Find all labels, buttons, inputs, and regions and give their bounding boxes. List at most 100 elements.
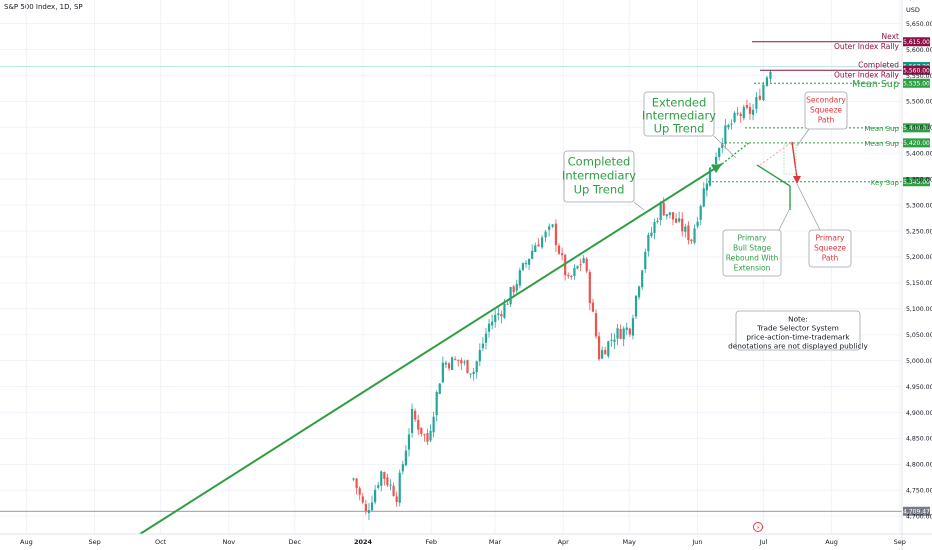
secondary-squeeze-line — [759, 141, 793, 166]
candle-body — [451, 357, 454, 371]
primary-squeeze-annotation-text: Squeeze — [814, 244, 846, 253]
candle-body — [693, 228, 696, 243]
candle-body — [681, 218, 684, 232]
candle-body — [668, 212, 671, 215]
candle-body — [497, 313, 500, 316]
candle-body — [745, 104, 748, 108]
x-tick-label: Jun — [691, 538, 702, 546]
y-tick-label: 4,750.00 — [906, 488, 932, 495]
candle-body — [641, 270, 644, 288]
y-tick-label: 5,700.00 — [906, 0, 932, 2]
y-tick-label: 4,800.00 — [906, 462, 932, 469]
primary-bull-annotation-box — [722, 229, 782, 277]
candle-body — [758, 95, 761, 100]
candle-body — [674, 218, 678, 223]
price-tag-label: 5,615.00 — [903, 39, 930, 46]
candle-body — [398, 472, 401, 503]
candle-body — [687, 225, 690, 241]
candle-body — [762, 84, 765, 100]
extended-trend-annotation-box — [643, 91, 715, 137]
candle-body — [423, 434, 426, 436]
y-tick-label: 5,600.00 — [906, 47, 932, 54]
candle-body — [671, 212, 675, 220]
x-tick-label: Mar — [489, 538, 502, 546]
candle-body — [702, 188, 705, 207]
candle-body — [724, 125, 727, 144]
candle-body — [460, 359, 463, 364]
candle-body — [352, 478, 355, 480]
candle-body — [515, 284, 518, 291]
candle-body — [684, 226, 687, 232]
candle-body — [579, 264, 582, 266]
primary-squeeze-annotation-text: Primary — [816, 234, 846, 243]
level-label: Mean Sup — [864, 140, 899, 148]
pointer-line — [713, 135, 737, 159]
completed-trend-annotation-text: Up Trend — [574, 183, 625, 197]
candle-body — [386, 477, 389, 486]
candle-body — [588, 272, 591, 304]
candle-body — [524, 262, 528, 265]
price-tag — [903, 123, 930, 133]
level-label: Outer Index Rally — [834, 70, 900, 79]
candle-body — [551, 224, 554, 227]
x-tick-label: Sep — [88, 538, 100, 546]
candle-body — [426, 433, 429, 442]
extended-trend-line — [721, 141, 751, 165]
x-tick-label: Aug — [825, 538, 838, 546]
candle-body — [548, 226, 551, 230]
candle-body — [567, 274, 570, 277]
candle-body — [570, 275, 573, 277]
candle-body — [395, 496, 398, 503]
y-tick-label: 5,200.00 — [906, 254, 932, 261]
candle-body — [696, 221, 699, 227]
candle-body — [638, 286, 641, 298]
candle-body — [432, 416, 435, 433]
candle-body — [742, 106, 745, 119]
candle-body — [361, 496, 364, 503]
x-tick-label: Aug — [20, 538, 33, 546]
price-tag — [903, 37, 930, 47]
price-tag — [903, 138, 930, 148]
candle-body — [534, 245, 537, 252]
candle-body — [478, 349, 481, 362]
candle-body — [466, 360, 469, 373]
note-annotation-text: price-action-time-trademark — [746, 332, 850, 341]
candle-body — [370, 502, 374, 511]
candle-body — [564, 254, 567, 276]
candle-body — [769, 71, 772, 79]
completed-trend-annotation-text: Intermediary — [562, 169, 636, 183]
candle-body — [597, 336, 601, 360]
candle-body — [521, 263, 525, 271]
primary-bull-annotation-text: Primary — [738, 234, 768, 243]
candle-body — [481, 343, 484, 349]
candle-body — [410, 408, 414, 433]
primary-squeeze-annotation-text: Path — [822, 254, 839, 263]
candle-body — [355, 478, 358, 488]
candle-body — [518, 270, 521, 286]
price-axis: USD5,900.005,850.005,800.005,750.005,700… — [901, 0, 932, 550]
candle-body — [585, 258, 588, 272]
candle-body — [441, 362, 444, 383]
candle-body — [715, 156, 718, 165]
candle-body — [607, 341, 610, 357]
price-tag — [903, 506, 930, 516]
x-tick-label: Feb — [425, 538, 437, 546]
candle-body — [634, 295, 638, 317]
candle-body — [604, 350, 607, 355]
y-tick-label: 5,350.00 — [906, 176, 932, 183]
candle-body — [644, 251, 647, 270]
primary-squeeze-annotation-box — [808, 229, 852, 268]
price-tag-label: 5,535.00 — [903, 80, 930, 87]
pointer-line — [633, 201, 645, 211]
y-tick-label: 4,950.00 — [906, 384, 932, 391]
rebound-path — [756, 164, 791, 187]
level-label: Mean Sup — [852, 79, 899, 90]
squeeze-zone — [783, 143, 797, 175]
primary-bull-annotation-text: Rebound With — [726, 254, 779, 263]
candles — [352, 69, 772, 521]
candle-body — [367, 509, 371, 513]
y-tick-label: 5,500.00 — [906, 99, 932, 106]
candle-body — [601, 350, 604, 359]
